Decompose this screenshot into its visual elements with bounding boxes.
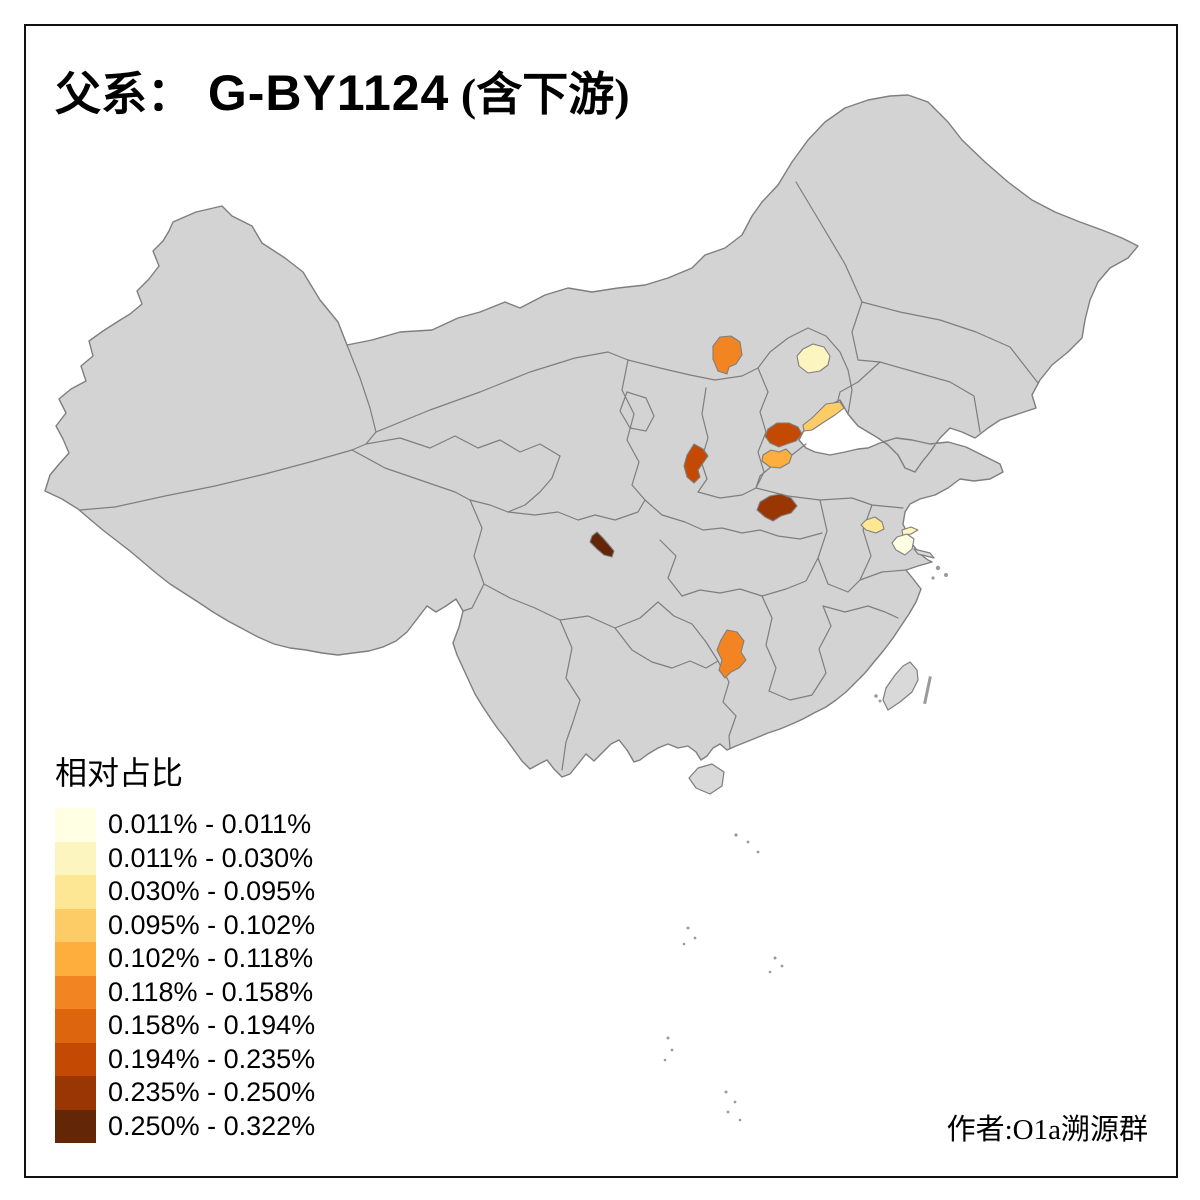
region-inner-mongolia-central [712, 335, 743, 375]
legend-row: 0.118% - 0.158% [55, 975, 315, 1009]
islands [688, 548, 935, 795]
region-jiangsu-south [860, 516, 885, 534]
region-hebei-south [764, 422, 803, 448]
legend-swatch [55, 1109, 96, 1143]
legend-label: 0.118% - 0.158% [108, 976, 314, 1007]
legend-label: 0.011% - 0.011% [108, 809, 312, 840]
legend-swatch [55, 1009, 96, 1043]
legend-swatch [55, 808, 96, 842]
legend-row: 0.158% - 0.194% [55, 1009, 315, 1043]
legend-swatch [55, 841, 96, 875]
legend-swatch [55, 1076, 96, 1110]
region-henan-south [756, 493, 798, 522]
legend-swatch [55, 975, 96, 1009]
region-henan-north [761, 448, 793, 469]
hainan-island [688, 763, 725, 795]
taiwan-island [882, 661, 919, 711]
region-shandong-north-coast [802, 401, 845, 432]
legend-label: 0.102% - 0.118% [108, 943, 314, 974]
legend-title: 相对占比 [55, 755, 184, 791]
china-mainland [44, 94, 1139, 778]
legend-label: 0.158% - 0.194% [108, 1010, 316, 1041]
legend-label: 0.194% - 0.235% [108, 1043, 316, 1074]
region-shaanxi-east [683, 443, 709, 484]
region-hunan-south [716, 629, 747, 679]
legend: 相对占比 0.011% - 0.011% 0.011% - 0.030% 0.0… [55, 748, 315, 1143]
title-haplogroup: G-BY1124 [193, 65, 450, 121]
title-suffix: (含下游) [449, 69, 630, 120]
colored-regions [589, 335, 919, 679]
legend-row: 0.030% - 0.095% [55, 875, 315, 909]
region-shanghai-suzhou [891, 533, 915, 556]
legend-label: 0.235% - 0.250% [108, 1077, 316, 1108]
legend-swatch [55, 1042, 96, 1076]
legend-swatch [55, 942, 96, 976]
legend-swatch [55, 908, 96, 942]
legend-row: 0.095% - 0.102% [55, 908, 316, 942]
legend-swatch [55, 875, 96, 909]
author-credit: 作者:O1a溯源群 [946, 1114, 1148, 1146]
legend-row: 0.011% - 0.011% [55, 808, 315, 842]
sea-islets [663, 565, 948, 1122]
legend-label: 0.011% - 0.030% [108, 842, 314, 873]
chongming-island [913, 548, 935, 559]
legend-label: 0.030% - 0.095% [108, 876, 316, 907]
legend-label: 0.250% - 0.322% [108, 1110, 316, 1141]
province-borders [79, 181, 1039, 771]
legend-row: 0.235% - 0.250% [55, 1076, 315, 1110]
region-beijing [796, 343, 831, 374]
legend-row: 0.194% - 0.235% [55, 1042, 316, 1076]
title-prefix: 父系： [55, 69, 193, 120]
legend-row: 0.011% - 0.030% [55, 841, 315, 875]
legend-row: 0.250% - 0.322% [55, 1109, 316, 1143]
page-title: 父系： G-BY1124 (含下游) [55, 58, 630, 124]
legend-row: 0.102% - 0.118% [55, 942, 315, 976]
region-sichuan-central [589, 531, 615, 558]
legend-label: 0.095% - 0.102% [108, 909, 316, 940]
plot-border [24, 24, 1178, 1178]
